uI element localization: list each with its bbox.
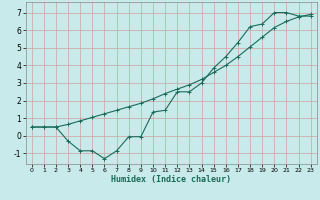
X-axis label: Humidex (Indice chaleur): Humidex (Indice chaleur) — [111, 175, 231, 184]
